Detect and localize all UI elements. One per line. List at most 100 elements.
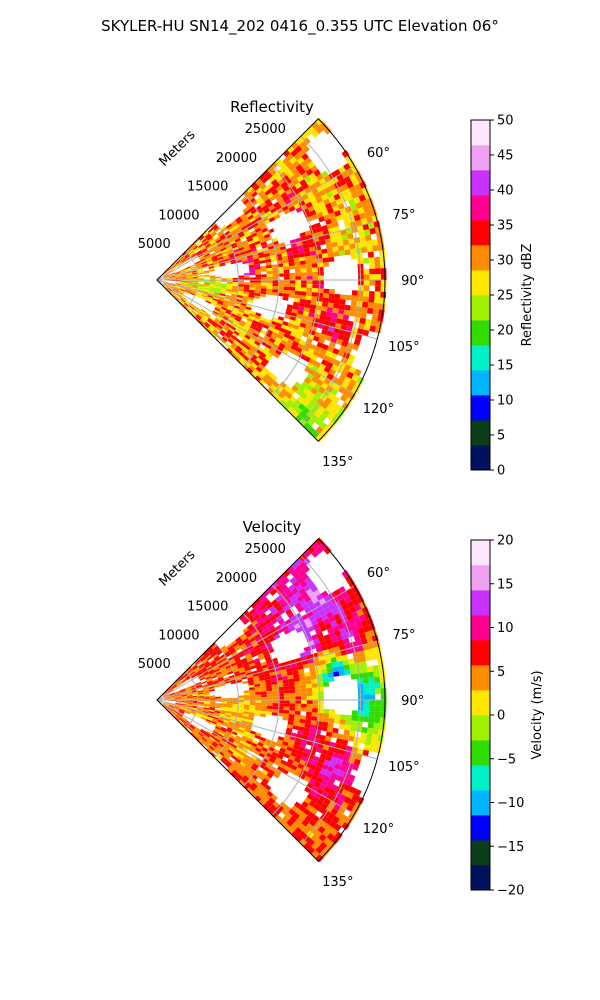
radar-gate <box>271 712 278 716</box>
radar-gate <box>232 287 238 291</box>
radar-gate <box>163 694 169 697</box>
radar-gate <box>186 694 193 697</box>
radar-gate <box>341 654 349 661</box>
radar-gate <box>231 289 238 293</box>
radar-gate <box>170 698 176 700</box>
radar-gate <box>231 293 238 297</box>
radar-gate <box>341 632 349 640</box>
radar-gate <box>230 640 237 646</box>
radar-gate <box>295 283 302 288</box>
radar-gate <box>258 254 265 259</box>
radar-gate <box>211 255 218 259</box>
radar-gate <box>364 738 372 746</box>
radar-gate <box>224 732 231 737</box>
radar-gate <box>266 711 272 716</box>
radar-gate <box>195 726 201 732</box>
radar-gate <box>282 259 289 264</box>
radar-gate <box>219 295 226 299</box>
radar-gate <box>244 754 251 760</box>
radar-gate <box>211 742 218 748</box>
radar-gate <box>334 714 341 720</box>
radar-gate <box>306 711 312 717</box>
radar-gate <box>218 243 225 249</box>
radar-gate <box>211 223 218 230</box>
radar-gate <box>211 675 218 679</box>
radar-gate <box>301 280 307 284</box>
radar-gate <box>317 825 326 834</box>
radar-gate <box>249 324 257 330</box>
radar-gate <box>345 193 354 201</box>
radar-gate <box>299 599 307 606</box>
radar-gate <box>268 204 275 211</box>
radar-gate <box>180 258 186 263</box>
radar-gate <box>318 691 324 696</box>
radar-gate <box>243 291 249 295</box>
radar-gate <box>233 750 240 756</box>
radar-gate <box>322 717 329 723</box>
radar-gate <box>371 734 379 741</box>
radar-gate <box>249 272 256 276</box>
radar-gate <box>275 624 282 631</box>
radar-gate <box>373 302 380 310</box>
radar-gate <box>196 660 202 666</box>
radar-gate <box>272 687 278 691</box>
radar-gate <box>246 770 254 777</box>
radar-gate <box>360 661 367 668</box>
radar-gate <box>189 251 196 256</box>
radar-gate <box>164 277 170 279</box>
radar-gate <box>234 657 241 663</box>
radar-gate <box>171 685 177 689</box>
radar-gate <box>216 334 222 340</box>
radar-gate <box>249 245 257 250</box>
radar-gate <box>286 202 294 209</box>
radar-gate <box>363 280 370 286</box>
colorbar-step <box>471 357 490 371</box>
radar-gate <box>221 705 227 708</box>
radar-gate <box>328 256 335 262</box>
radar-gate <box>318 704 324 709</box>
radar-gate <box>181 703 187 706</box>
radar-gate <box>348 173 357 181</box>
colorbar-tick-label: 25 <box>497 289 514 304</box>
radar-gate <box>331 416 340 425</box>
radar-gate <box>237 311 244 316</box>
reflectivity-title: Reflectivity <box>230 98 314 116</box>
radar-gate <box>372 245 379 252</box>
radar-gate <box>205 257 212 261</box>
radar-gate <box>194 238 200 244</box>
radar-gate <box>265 210 272 217</box>
radar-gate <box>319 541 328 551</box>
radar-gate <box>255 216 263 223</box>
colorbar-step <box>471 120 490 133</box>
radar-gate <box>242 775 250 782</box>
radar-gate <box>311 188 319 195</box>
radar-gate <box>334 831 343 840</box>
radar-gate <box>302 731 310 737</box>
radar-gate <box>187 278 193 280</box>
radar-gate <box>221 756 228 763</box>
radar-gate <box>291 619 299 626</box>
radar-gate <box>312 638 320 645</box>
radar-gate <box>307 161 316 169</box>
radar-gate <box>205 311 211 317</box>
radar-gate <box>176 714 182 719</box>
radar-gate <box>368 716 375 723</box>
radar-gate <box>363 285 370 292</box>
radar-gate <box>264 738 272 744</box>
radar-gate <box>341 369 349 377</box>
radar-gate <box>298 306 305 312</box>
radar-gate <box>304 157 312 165</box>
radar-gate <box>214 710 221 714</box>
radar-gate <box>217 662 224 667</box>
radar-gate <box>327 765 335 773</box>
radar-gate <box>239 633 246 639</box>
radar-gate <box>201 668 207 673</box>
radar-gate <box>341 340 349 348</box>
radar-gate <box>330 352 338 360</box>
radar-gate <box>374 705 381 712</box>
radar-gate <box>212 665 219 670</box>
radar-gate <box>292 744 300 750</box>
radar-gate <box>266 705 273 710</box>
colorbar-step <box>471 232 490 246</box>
radar-gate <box>214 265 220 268</box>
